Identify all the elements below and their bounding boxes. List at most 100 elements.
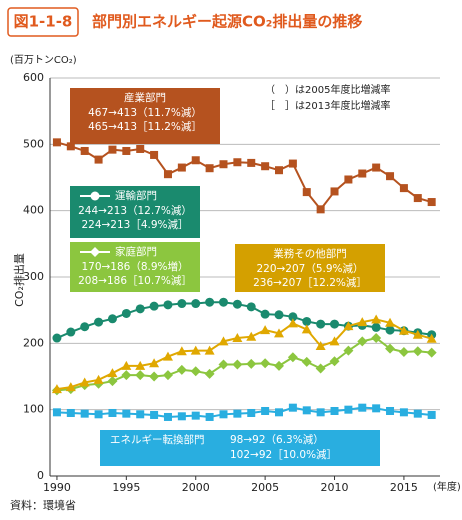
marker [121,360,132,370]
marker [316,408,325,417]
legend-label: 産業部門 [124,91,166,104]
x-tick-label: 2010 [321,481,349,494]
y-tick-label: 300 [23,270,44,283]
marker [79,377,90,387]
marker [176,346,187,356]
marker [302,188,311,197]
marker [233,158,242,167]
x-unit: (年度) [433,480,461,493]
marker [330,187,339,196]
source: 資料：環境省 [10,498,76,512]
marker [315,340,326,350]
marker [205,164,214,173]
marker [301,324,312,334]
marker [94,410,103,419]
marker [330,406,339,415]
marker [190,345,201,355]
marker [52,333,62,343]
marker [371,314,382,324]
note: （ ）は2005年度比増減率 [265,83,390,96]
marker [136,410,145,419]
marker [52,408,61,417]
marker [122,409,131,418]
marker [288,312,298,322]
marker [301,356,312,367]
series-line [56,336,432,392]
marker [386,406,395,415]
y-tick-label: 600 [23,71,44,84]
marker [90,191,100,201]
y-tick-label: 100 [23,403,44,416]
marker [329,356,340,367]
marker [121,370,132,381]
marker [288,403,297,412]
marker [385,325,395,335]
marker [274,310,284,320]
marker [94,317,104,327]
marker [315,363,326,374]
figure-number-box [7,7,79,37]
marker [218,297,228,307]
marker [149,301,159,311]
marker [246,331,257,341]
marker [205,297,215,307]
marker [232,333,243,343]
series-line [56,318,432,391]
marker [163,170,172,179]
marker [260,309,270,319]
marker [66,142,75,151]
y-label: CO₂排出量 [12,253,26,307]
marker [107,368,118,378]
marker [218,336,229,346]
marker [287,318,298,328]
marker [261,406,270,415]
marker [261,162,270,171]
annotation: 220→207（5.9%減） [256,262,363,275]
marker [108,408,117,417]
marker [372,404,381,413]
legend-label: 運輸部門 [115,189,157,202]
marker [149,358,160,368]
note: ［ ］は2013年度比増減率 [265,99,390,112]
marker [191,411,200,420]
marker [107,314,117,324]
marker [426,333,437,343]
marker [287,352,298,363]
marker [316,205,325,214]
marker [260,325,271,335]
marker [288,159,297,168]
legend-label: 家庭部門 [115,245,157,258]
marker [93,374,104,384]
marker [372,163,381,172]
y-tick-label: 0 [37,469,44,482]
marker [135,360,146,370]
marker [399,408,408,417]
marker [205,412,214,421]
marker [357,336,368,347]
marker [233,409,242,418]
marker [246,358,257,369]
y-tick-label: 500 [23,137,44,150]
marker [343,345,354,356]
marker [191,299,201,309]
annotation: 467→413（11.7%減） [88,106,202,119]
x-tick-label: 2005 [251,481,279,494]
marker [190,366,201,377]
marker [162,351,173,361]
annotation-box [70,242,200,292]
marker [371,333,382,344]
marker [80,322,90,332]
annotation: 236→207［12.2%減］ [253,276,367,289]
annotation: 208→186［10.7%減］ [78,274,192,287]
marker [66,327,76,337]
marker [108,145,117,154]
marker [136,144,145,153]
marker [219,160,228,169]
marker [177,299,187,309]
x-tick-label: 1990 [43,481,71,494]
legend-label: エネルギー転換部門 [110,433,205,446]
marker [426,347,437,358]
annotation-box [70,88,220,144]
figure-number: 図1-1-8 [14,13,73,31]
